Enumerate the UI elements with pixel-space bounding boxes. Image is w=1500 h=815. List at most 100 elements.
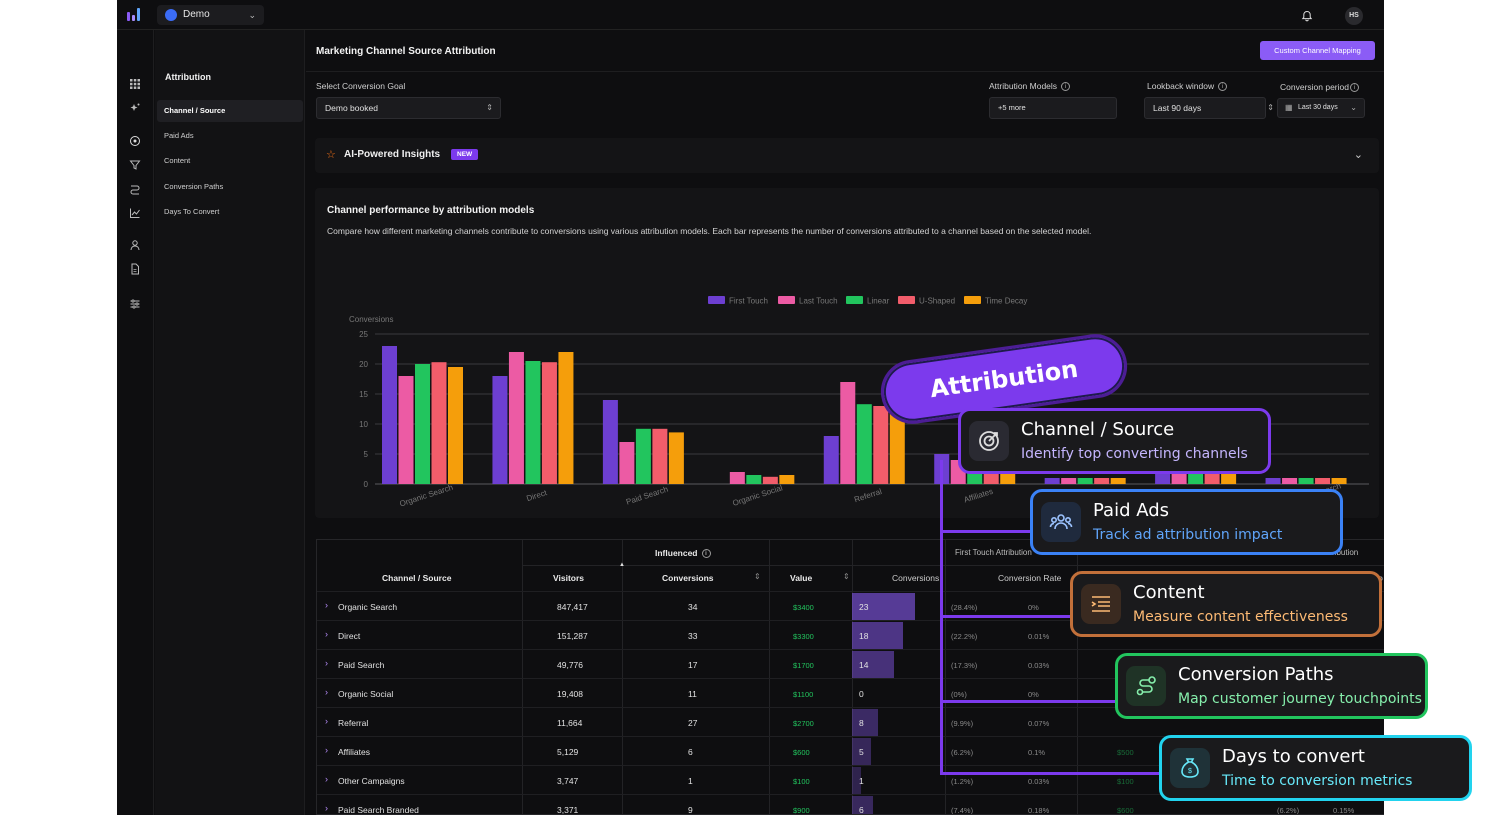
- feature-card[interactable]: Channel / Source Identify top converting…: [958, 408, 1271, 474]
- table-row[interactable]: › Paid Search 49,776 17 $1700 14 (17.3%)…: [317, 649, 1384, 678]
- legend-swatch: [708, 296, 725, 304]
- feature-card[interactable]: Content Measure content effectiveness: [1070, 571, 1382, 637]
- cell-ft-conversions: 18: [859, 631, 869, 641]
- sidebar-item-channel-source[interactable]: Channel / Source: [157, 100, 303, 122]
- cell-ft-conversions: 6: [859, 805, 864, 815]
- lookback-select[interactable]: Last 90 days ⇕: [1144, 97, 1274, 119]
- table-row[interactable]: › Organic Social 19,408 11 $1100 0 (0%) …: [317, 678, 1384, 707]
- calendar-icon: ▦: [1285, 103, 1293, 112]
- line-chart-icon[interactable]: [129, 206, 141, 218]
- select-arrows-icon: ⇕: [1267, 103, 1274, 112]
- chevron-right-icon[interactable]: ›: [325, 687, 328, 697]
- chevron-right-icon[interactable]: ›: [325, 600, 328, 610]
- bar: [619, 442, 635, 484]
- bar: [1298, 478, 1314, 484]
- grid-icon[interactable]: [129, 77, 141, 89]
- sliders-icon[interactable]: [129, 297, 141, 309]
- table-row[interactable]: › Paid Search Branded 3,371 9 $900 6 (7.…: [317, 794, 1384, 815]
- cell-channel: Paid Search Branded: [338, 805, 419, 815]
- table-row[interactable]: › Other Campaigns 3,747 1 $100 1 (1.2%) …: [317, 765, 1384, 794]
- ai-insights-panel[interactable]: ☆ AI-Powered Insights NEW ⌄: [315, 138, 1379, 173]
- bar: [1094, 478, 1110, 484]
- cell-value: $600: [793, 748, 810, 757]
- feature-card[interactable]: $ Days to convert Time to conversion met…: [1159, 735, 1472, 801]
- feature-card[interactable]: Paid Ads Track ad attribution impact: [1030, 489, 1343, 555]
- header-divider: [522, 565, 1384, 566]
- col-header-channel[interactable]: Channel / Source: [382, 573, 452, 583]
- sparkle-icon[interactable]: [129, 101, 141, 113]
- bell-icon[interactable]: [1301, 9, 1313, 22]
- heat-bar: [852, 767, 861, 794]
- table-row[interactable]: › Direct 151,287 33 $3300 18 (22.2%) 0.0…: [317, 620, 1384, 649]
- custom-channel-mapping-button[interactable]: Custom Channel Mapping: [1260, 41, 1375, 60]
- column-divider: [1077, 540, 1078, 814]
- chevron-right-icon[interactable]: ›: [325, 803, 328, 813]
- cell-channel: Organic Search: [338, 602, 398, 612]
- col-header-conversions[interactable]: Conversions: [662, 573, 714, 583]
- x-tick-label: Paid Search: [625, 485, 669, 507]
- document-icon[interactable]: [129, 262, 141, 275]
- chevron-right-icon[interactable]: ›: [325, 716, 328, 726]
- chevron-down-icon[interactable]: ⌄: [1353, 149, 1363, 161]
- cell-right-percent: (6.2%): [1277, 806, 1300, 815]
- route-icon: [1126, 666, 1166, 706]
- chevron-right-icon[interactable]: ›: [325, 745, 328, 755]
- sidebar-item-conversion-paths[interactable]: Conversion Paths: [164, 182, 224, 191]
- cell-value: $3400: [793, 603, 814, 612]
- sort-icon[interactable]: ⇕: [843, 572, 850, 581]
- table-row[interactable]: › Affiliates 5,129 6 $600 5 (6.2%) 0.1% …: [317, 736, 1384, 765]
- conversion-goal-select[interactable]: Demo booked ⇕: [316, 97, 501, 119]
- column-divider: [852, 540, 853, 814]
- bar: [525, 361, 541, 484]
- cell-ft-percent: (28.4%): [951, 603, 978, 612]
- table-row[interactable]: › Organic Search 847,417 34 $3400 23 (28…: [317, 591, 1384, 620]
- cell-ft-percent: (6.2%): [951, 748, 974, 757]
- avatar[interactable]: HS: [1345, 7, 1363, 25]
- cell-ft-rate: 0.03%: [1028, 777, 1050, 786]
- info-icon[interactable]: i: [1349, 83, 1359, 93]
- chevron-right-icon[interactable]: ›: [325, 658, 328, 668]
- sidebar-item-days-to-convert[interactable]: Days To Convert: [164, 207, 220, 216]
- col-header-ft-rate[interactable]: Conversion Rate: [998, 573, 1062, 583]
- cell-right-value: $500: [1117, 748, 1134, 757]
- group-header-first-touch: First Touch Attribution: [955, 548, 1032, 557]
- bar: [492, 376, 508, 484]
- sidebar-item-paid-ads[interactable]: Paid Ads: [164, 131, 194, 140]
- feature-card-subtitle: Time to conversion metrics: [1222, 773, 1413, 789]
- user-icon[interactable]: [129, 238, 141, 251]
- app-logo-icon[interactable]: [127, 8, 141, 21]
- sort-up-icon[interactable]: ▲: [619, 562, 625, 568]
- attribution-models-select[interactable]: +5 more: [989, 97, 1117, 119]
- target-icon: [969, 421, 1009, 461]
- workspace-selector[interactable]: Demo ⌄: [157, 5, 264, 25]
- feature-card-title: Content: [1133, 582, 1205, 603]
- funnel-icon[interactable]: [129, 158, 141, 170]
- sidebar-item-content[interactable]: Content: [164, 156, 191, 165]
- info-icon[interactable]: i: [1061, 82, 1071, 92]
- feature-card[interactable]: Conversion Paths Map customer journey to…: [1115, 653, 1428, 719]
- col-header-value[interactable]: Value: [790, 573, 813, 583]
- route-icon[interactable]: [129, 182, 141, 195]
- legend-swatch: [846, 296, 863, 304]
- bar: [602, 400, 618, 484]
- target-icon[interactable]: [129, 134, 141, 146]
- chevron-right-icon[interactable]: ›: [325, 774, 328, 784]
- col-header-visitors[interactable]: Visitors: [553, 573, 585, 583]
- chevron-right-icon[interactable]: ›: [325, 629, 328, 639]
- cell-conversions: 9: [688, 805, 693, 815]
- cell-conversions: 1: [688, 776, 693, 786]
- col-header-ft-conversions[interactable]: Conversions: [892, 573, 940, 583]
- sort-icon[interactable]: ⇕: [754, 572, 761, 581]
- y-tick-label: 10: [359, 420, 368, 429]
- cell-visitors: 5,129: [557, 747, 579, 757]
- cell-value: $2700: [793, 719, 814, 728]
- users-icon: [1041, 502, 1081, 542]
- cell-ft-rate: 0%: [1028, 603, 1039, 612]
- cell-ft-rate: 0%: [1028, 690, 1039, 699]
- info-icon[interactable]: i: [701, 549, 711, 559]
- conversion-period-select[interactable]: ▦ Last 30 days ⌄: [1277, 98, 1365, 118]
- sidebar-title: Attribution: [165, 72, 211, 82]
- info-icon[interactable]: i: [1218, 82, 1228, 92]
- table-row[interactable]: › Referral 11,664 27 $2700 8 (9.9%) 0.07…: [317, 707, 1384, 736]
